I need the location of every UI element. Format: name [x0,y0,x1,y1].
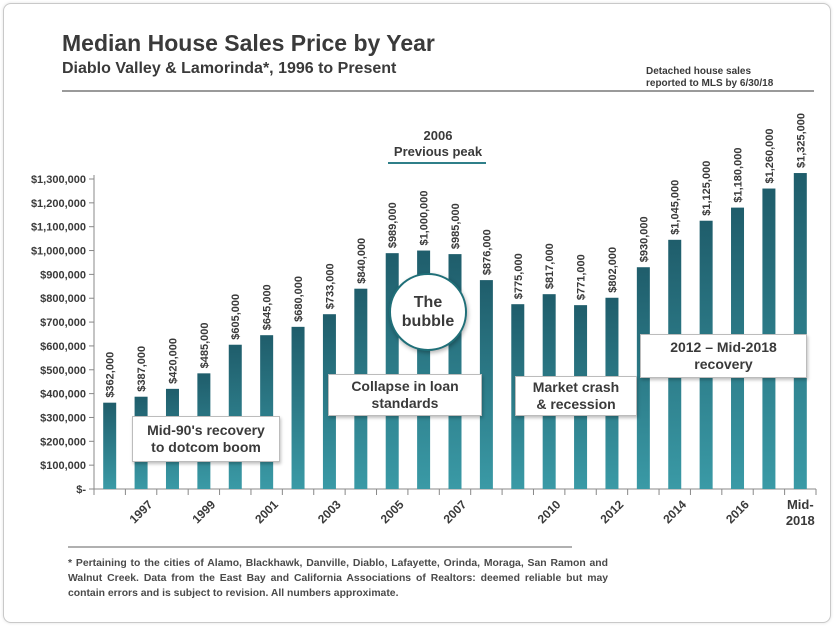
data-label: $733,000 [324,263,336,309]
y-tick-label: $700,000 [40,317,86,329]
callout-line: 2012 – Mid-2018 [670,339,777,355]
bubble-callout: The bubble [389,273,467,351]
x-tick-label: 2005 [378,497,407,526]
y-tick-label: $600,000 [40,341,86,353]
y-tick-label: $900,000 [40,269,86,281]
callout-line: recovery [694,356,753,372]
data-label: $1,125,000 [701,161,713,216]
dotcom-callout: Mid-90's recovery to dotcom boom [132,416,280,462]
y-tick-label: $400,000 [40,389,86,401]
data-label: $989,000 [387,202,399,248]
source-note-line: reported to MLS by 6/30/18 [646,78,774,89]
y-tick-label: $1,200,000 [31,198,86,210]
callout-line: to dotcom boom [151,439,261,455]
bar [479,280,493,489]
chart-subtitle: Diablo Valley & Lamorinda*, 1996 to Pres… [62,60,397,77]
bubble-line: The [413,294,443,311]
x-tick-label: 2018 [786,513,815,528]
y-tick-label: $- [76,484,86,496]
data-label: $1,260,000 [764,128,776,183]
loan-callout: Collapse in loan standards [328,374,482,416]
y-tick-label: $300,000 [40,412,86,424]
y-tick-label: $500,000 [40,365,86,377]
x-tick-label: 2014 [660,497,689,526]
x-tick-label: 2010 [535,497,564,526]
bar [291,326,305,489]
y-tick-label: $1,100,000 [31,222,86,234]
data-label: $1,325,000 [795,113,807,168]
y-tick-label: $200,000 [40,436,86,448]
x-tick-label: 1997 [127,497,156,526]
data-label: $420,000 [167,338,179,384]
data-label: $771,000 [576,254,588,300]
x-tick-label: 2003 [315,497,344,526]
x-tick-label: 1999 [189,497,218,526]
data-label: $387,000 [136,346,148,392]
bar [793,173,807,490]
data-label: $840,000 [356,238,368,284]
peak-year: 2006 [423,128,453,143]
bubble-line: bubble [401,313,455,330]
previous-peak-label: 2006 Previous peak [386,128,490,160]
callout-line: Mid-90's recovery [147,422,265,438]
data-label: $802,000 [607,247,619,293]
x-tick-label: 2007 [441,497,470,526]
data-label: $876,000 [481,229,493,275]
data-label: $817,000 [544,243,556,289]
callout-line: Collapse in loan [351,378,459,394]
recovery-callout: 2012 – Mid-2018 recovery [640,334,807,378]
y-tick-label: $1,300,000 [31,174,86,186]
data-label: $1,045,000 [670,180,682,235]
source-note: Detached house sales reported to MLS by … [646,66,796,90]
bar [260,335,274,489]
data-label: $1,180,000 [733,148,745,203]
x-tick-label: 2016 [723,497,752,526]
x-tick-label: Mid- [787,497,814,512]
bar [636,267,650,489]
data-label: $485,000 [199,322,211,368]
peak-text: Previous peak [393,144,483,159]
x-tick-label: 2012 [598,497,627,526]
y-tick-label: $1,000,000 [31,246,86,258]
source-note-line: Detached house sales [646,66,752,77]
y-tick-label: $800,000 [40,293,86,305]
footnote: * Pertaining to the cities of Alamo, Bla… [68,558,608,599]
data-label: $1,000,000 [419,190,431,245]
data-label: $362,000 [105,352,117,398]
callout-line: & recession [536,396,616,412]
data-label: $680,000 [293,276,305,322]
data-label: $985,000 [450,203,462,249]
x-tick-label: 2001 [252,497,281,526]
data-label: $645,000 [262,284,274,330]
bar [103,402,117,489]
callout-line: standards [371,395,439,411]
chart-title: Median House Sales Price by Year [62,30,435,56]
crash-callout: Market crash & recession [515,376,637,416]
data-label: $775,000 [513,253,525,299]
peak-underline [388,162,486,164]
y-tick-label: $100,000 [40,460,86,472]
data-label: $930,000 [638,216,650,262]
callout-line: Market crash [532,379,620,395]
data-label: $605,000 [230,294,242,340]
